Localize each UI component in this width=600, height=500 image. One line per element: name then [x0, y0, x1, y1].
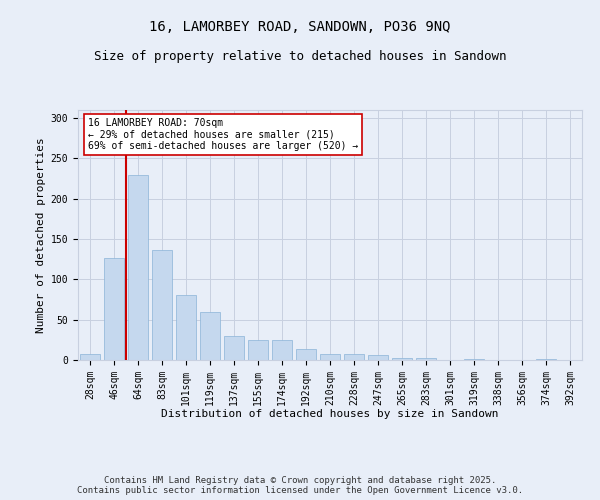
X-axis label: Distribution of detached houses by size in Sandown: Distribution of detached houses by size … — [161, 409, 499, 419]
Bar — [464, 359, 484, 360]
Bar — [152, 250, 172, 360]
Bar — [248, 340, 268, 360]
Bar — [368, 355, 388, 360]
Text: Contains HM Land Registry data © Crown copyright and database right 2025.
Contai: Contains HM Land Registry data © Crown c… — [77, 476, 523, 495]
Bar — [200, 312, 220, 360]
Bar — [104, 258, 124, 360]
Bar — [176, 296, 196, 360]
Bar — [416, 358, 436, 360]
Text: 16 LAMORBEY ROAD: 70sqm
← 29% of detached houses are smaller (215)
69% of semi-d: 16 LAMORBEY ROAD: 70sqm ← 29% of detache… — [88, 118, 358, 150]
Text: Size of property relative to detached houses in Sandown: Size of property relative to detached ho… — [94, 50, 506, 63]
Bar — [224, 336, 244, 360]
Bar — [536, 359, 556, 360]
Bar — [320, 354, 340, 360]
Bar — [344, 354, 364, 360]
Bar — [80, 354, 100, 360]
Bar — [272, 340, 292, 360]
Bar — [128, 176, 148, 360]
Bar — [392, 358, 412, 360]
Y-axis label: Number of detached properties: Number of detached properties — [37, 137, 46, 333]
Text: 16, LAMORBEY ROAD, SANDOWN, PO36 9NQ: 16, LAMORBEY ROAD, SANDOWN, PO36 9NQ — [149, 20, 451, 34]
Bar — [296, 348, 316, 360]
